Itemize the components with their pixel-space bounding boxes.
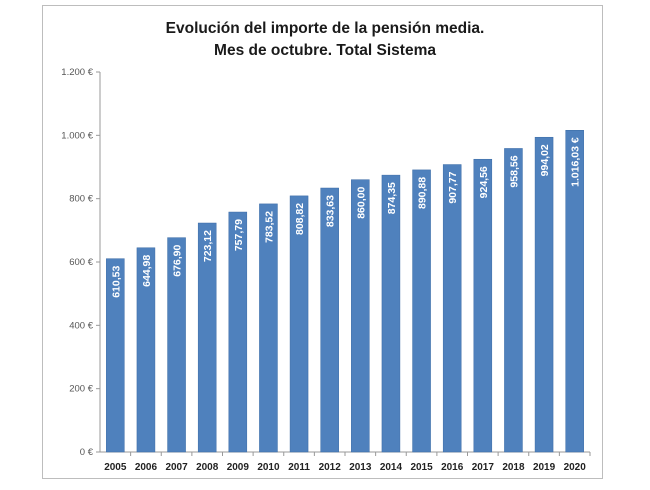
x-tick-label: 2014 (380, 462, 403, 473)
data-label: 924,56 (478, 166, 490, 198)
x-tick-label: 2006 (135, 462, 158, 473)
chart-subtitle: Mes de octubre. Total Sistema (214, 42, 436, 59)
x-tick-label: 2009 (227, 462, 250, 473)
x-tick-label: 2015 (410, 462, 433, 473)
data-label: 890,88 (417, 177, 429, 209)
x-tick-label: 2013 (349, 462, 372, 473)
data-label: 994,02 (539, 144, 551, 176)
x-tick-label: 2020 (564, 462, 587, 473)
x-tick-label: 2017 (472, 462, 495, 473)
y-tick-label: 0 € (80, 447, 94, 458)
data-label: 1.016,03 € (570, 137, 582, 187)
bar (228, 211, 248, 453)
data-label: 907,77 (447, 171, 459, 203)
data-label: 783,52 (263, 211, 275, 243)
bar (106, 258, 125, 453)
x-tick-label: 2005 (104, 462, 127, 473)
x-tick-label: 2012 (319, 462, 342, 473)
x-tick-label: 2010 (257, 462, 280, 473)
bar (381, 174, 401, 453)
y-tick-label: 400 € (69, 320, 93, 331)
bar (136, 247, 156, 453)
bar (473, 158, 493, 453)
data-label: 860,00 (355, 187, 367, 219)
data-label: 723,12 (202, 230, 214, 262)
y-tick-label: 600 € (69, 257, 93, 268)
x-tick-label: 2011 (288, 462, 310, 473)
bar (504, 148, 523, 453)
x-tick-label: 2007 (165, 462, 188, 473)
bar (534, 136, 554, 453)
x-tick-label: 2018 (502, 462, 525, 473)
y-tick-label: 1.200 € (61, 67, 93, 78)
bar (412, 169, 431, 453)
y-tick-label: 1.000 € (61, 130, 93, 141)
x-tick-label: 2019 (533, 462, 556, 473)
chart-title: Evolución del importe de la pensión medi… (0, 18, 650, 62)
y-tick-label: 800 € (69, 194, 93, 205)
data-label: 644,98 (141, 255, 153, 287)
bar (565, 130, 584, 453)
data-label: 808,82 (294, 203, 306, 235)
x-tick-label: 2016 (441, 462, 464, 473)
data-label: 610,53 (110, 266, 122, 298)
data-label: 676,90 (172, 244, 184, 276)
chart-title-line1: Evolución del importe de la pensión medi… (165, 20, 485, 37)
data-label: 757,79 (233, 219, 245, 251)
bar (197, 222, 217, 453)
x-tick-label: 2008 (196, 462, 219, 473)
data-label: 874,35 (386, 182, 398, 214)
bar (351, 179, 370, 453)
y-tick-label: 200 € (69, 384, 93, 395)
bar (259, 203, 278, 453)
chart-frame (42, 5, 603, 479)
bar (320, 187, 339, 453)
bar (167, 237, 186, 453)
data-label: 833,63 (325, 195, 337, 227)
bar (289, 195, 309, 453)
bar (442, 164, 462, 453)
data-label: 958,56 (508, 155, 520, 187)
